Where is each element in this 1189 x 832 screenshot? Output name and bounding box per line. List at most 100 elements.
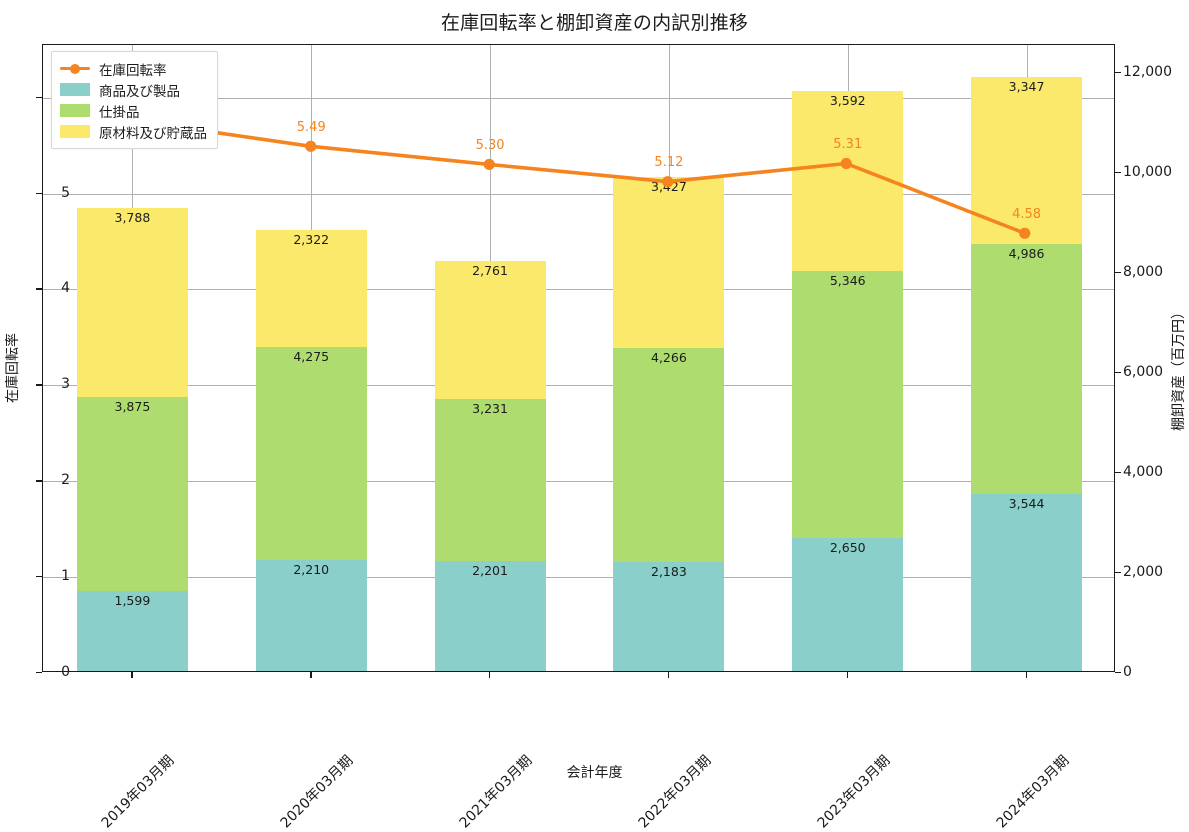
legend-item[interactable]: 仕掛品 (60, 100, 207, 121)
y-axis-left-tick-label: 2 (61, 472, 70, 489)
legend-item-label: 在庫回転率 (99, 62, 167, 79)
bar-segment[interactable]: 1,599 (76, 591, 188, 671)
y-axis-right-tick-mark (1115, 571, 1121, 574)
bar-group[interactable]: 2,650 5,346 3,592 (792, 91, 904, 671)
y-axis-right-tick-label: 8,000 (1123, 263, 1164, 280)
bar-segment[interactable]: 4,986 (971, 244, 1083, 494)
bar-segment[interactable]: 4,266 (613, 348, 725, 562)
line-marker[interactable] (840, 157, 852, 170)
bar-segment[interactable]: 2,761 (434, 261, 546, 400)
y-axis-right-tick-label: 4,000 (1123, 463, 1164, 480)
line-value-label: 5.12 (654, 155, 684, 171)
bar-segment-value-label: 2,322 (293, 232, 330, 248)
bar-segment[interactable]: 2,322 (255, 230, 367, 347)
gridline-horizontal (43, 97, 1114, 99)
line-value-label: 5.31 (833, 136, 863, 152)
bar-segment-value-label: 2,183 (651, 563, 687, 579)
bar-segment-value-label: 4,275 (293, 348, 330, 364)
bar-segment[interactable]: 3,427 (613, 176, 725, 349)
chart-legend: 在庫回転率 商品及び製品仕掛品原材料及び貯蔵品 (51, 51, 218, 149)
bar-segment-value-label: 2,201 (472, 562, 508, 578)
y-axis-left-tick-mark (36, 96, 42, 99)
y-axis-left-tick-label: 5 (61, 184, 70, 201)
bar-segment-value-label: 3,788 (114, 209, 151, 225)
page-title: 在庫回転率と棚卸資産の内訳別推移 (440, 12, 749, 34)
bar-group[interactable]: 1,599 3,875 3,788 (76, 207, 188, 671)
x-axis-tick-mark (489, 672, 491, 678)
plot-area: 1,599 3,875 3,788 2,210 4,275 2,322 2,201 3,231… (42, 44, 1115, 672)
line-marker[interactable] (305, 140, 317, 152)
legend-item[interactable]: 在庫回転率 (60, 58, 207, 79)
y-axis-right-tick-mark (1115, 71, 1121, 73)
legend-item-label: 原材料及び貯蔵品 (99, 125, 207, 142)
bar-segment[interactable]: 2,650 (792, 538, 904, 671)
gridline-horizontal (43, 193, 1114, 195)
x-axis-tick-mark (310, 672, 312, 678)
y-axis-left-tick-mark (36, 288, 42, 290)
bar-group[interactable]: 3,544 4,986 3,347 (971, 76, 1083, 671)
y-axis-left-tick-mark (36, 576, 42, 578)
bar-segment[interactable]: 5,346 (792, 270, 904, 539)
bar-segment-value-label: 3,544 (1008, 495, 1045, 511)
y-axis-right-tick-label: 12,000 (1123, 63, 1172, 80)
y-axis-right-tick-mark (1115, 171, 1121, 173)
bar-segment-value-label: 3,875 (114, 399, 151, 415)
line-value-label: 5.30 (475, 137, 505, 153)
bar-segment-value-label: 1,599 (114, 593, 151, 608)
bar-group[interactable]: 2,183 4,2663,427 (613, 176, 725, 671)
bar-segment-value-label: 4,986 (1008, 246, 1045, 262)
y-axis-left-tick-mark (36, 192, 42, 194)
bar-segment[interactable]: 2,210 (255, 560, 367, 671)
x-axis-tick-mark (131, 672, 133, 678)
x-axis-tick-mark (846, 672, 849, 678)
legend-line-icon (60, 62, 90, 75)
legend-item[interactable]: 原材料及び貯蔵品 (60, 121, 207, 142)
bar-segment[interactable]: 4,275 (255, 346, 367, 561)
y-axis-left-label: 在庫回転率 (5, 333, 21, 403)
bar-segment[interactable]: 3,347 (971, 76, 1083, 245)
bar-group[interactable]: 2,210 4,275 2,322 (255, 230, 367, 671)
line-path (130, 118, 1027, 236)
x-axis-tick-mark (1025, 672, 1027, 678)
gridline-horizontal (43, 577, 1114, 579)
y-axis-left-tick-label: 3 (61, 376, 70, 393)
legend-item-label: 仕掛品 (99, 104, 140, 121)
x-axis-tick-mark (667, 672, 670, 678)
bar-segment[interactable]: 3,544 (971, 493, 1083, 671)
bar-segment-value-label: 2,210 (293, 562, 330, 578)
bar-segment[interactable]: 2,201 (434, 560, 546, 671)
bar-segment[interactable]: 3,875 (76, 397, 188, 591)
y-axis-left-tick-label: 4 (61, 280, 70, 297)
y-axis-left-tick-mark (36, 384, 42, 386)
y-axis-right-tick-label: 10,000 (1123, 163, 1172, 180)
line-marker[interactable] (1019, 227, 1031, 239)
legend-color-swatch (60, 125, 90, 138)
bar-segment-value-label: 2,761 (472, 263, 508, 279)
y-axis-right-tick-mark (1115, 371, 1121, 374)
line-marker[interactable] (662, 176, 674, 188)
x-axis-label: 会計年度 (566, 765, 623, 781)
bar-segment-value-label: 2,650 (829, 540, 866, 556)
bar-segment[interactable]: 3,592 (792, 91, 904, 271)
bar-group[interactable]: 2,201 3,231 2,761 (434, 261, 546, 671)
y-axis-left-tick-mark (36, 480, 42, 482)
y-axis-left-tick-label: 0 (61, 664, 70, 680)
bar-segment[interactable]: 3,788 (76, 207, 188, 398)
y-axis-right-tick-mark (1115, 271, 1121, 273)
bar-segment-value-label: 3,231 (472, 401, 508, 417)
line-marker[interactable] (483, 158, 495, 171)
y-axis-left-tick-label: 1 (61, 568, 70, 585)
plot-inner: 1,599 3,875 3,788 2,210 4,275 2,322 2,201 3,231… (43, 45, 1114, 671)
bar-segment-value-label: 3,347 (1008, 78, 1045, 94)
bar-segment[interactable]: 3,231 (434, 399, 546, 561)
legend-color-swatch (60, 104, 90, 117)
y-axis-right-tick-mark (1115, 672, 1121, 674)
legend-item[interactable]: 商品及び製品 (60, 79, 207, 100)
line-value-label: 4.58 (1012, 206, 1042, 222)
chart-figure: 在庫回転率と棚卸資産の内訳別推移 1,599 3,875 3,788 2,210 4,2… (5, 12, 1187, 831)
bar-segment[interactable]: 2,183 (613, 561, 725, 671)
line-value-label: 5.49 (296, 119, 326, 135)
y-axis-right-label: 棚卸資産（百万円） (1171, 305, 1187, 431)
gridline-horizontal (43, 481, 1114, 483)
bar-segment-value-label: 3,592 (829, 93, 866, 109)
